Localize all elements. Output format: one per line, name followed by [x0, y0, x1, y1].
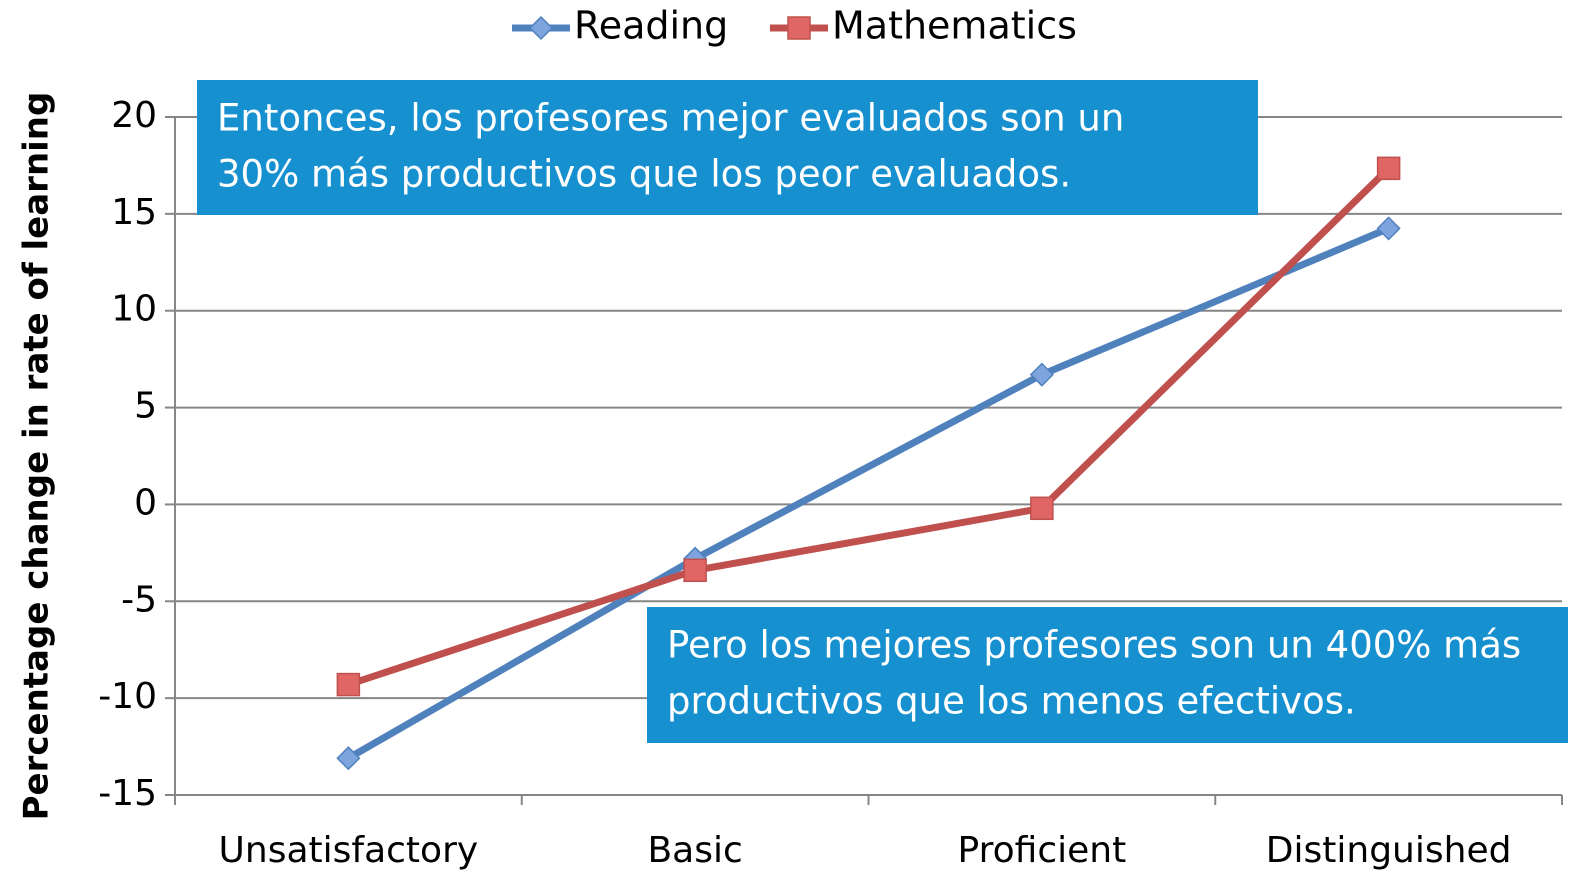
legend-label: Mathematics — [832, 4, 1077, 48]
y-tick-label: -5 — [121, 579, 157, 620]
y-axis-label: Percentage change in rate of learning — [17, 92, 57, 821]
x-tick-label: Proficient — [958, 830, 1127, 871]
annotation-box — [647, 607, 1568, 743]
point-marker — [336, 672, 361, 697]
y-tick-label: 15 — [111, 192, 157, 233]
annotation-text: Entonces, los profesores mejor evaluados… — [217, 97, 1124, 140]
y-tick-label: 0 — [134, 482, 157, 523]
point-marker — [1376, 216, 1401, 241]
y-tick-label: 10 — [111, 289, 157, 330]
y-tick-label: 20 — [111, 95, 157, 136]
y-tick-label: -15 — [98, 773, 157, 814]
point-marker — [1030, 496, 1054, 521]
legend-marker — [528, 15, 554, 41]
series-line — [347, 165, 1392, 688]
point-marker — [1376, 156, 1401, 181]
point-marker — [336, 746, 361, 771]
annotation-text: Pero los mejores profesores son un 400% … — [667, 624, 1521, 667]
legend-marker — [787, 16, 811, 40]
x-tick-label: Distinguished — [1266, 830, 1512, 871]
y-tick-label: -10 — [98, 676, 157, 717]
x-tick-label: Basic — [647, 830, 742, 871]
legend-label: Reading — [574, 4, 728, 48]
annotation-box — [197, 80, 1258, 215]
series-line — [346, 225, 1390, 762]
point-marker — [683, 558, 707, 583]
x-tick-label: Unsatisfactory — [219, 830, 479, 871]
annotation-text: 30% más productivos que los peor evaluad… — [217, 153, 1071, 196]
y-tick-label: 5 — [134, 386, 157, 427]
annotation-text: productivos que los menos efectivos. — [667, 680, 1356, 723]
point-marker — [1029, 362, 1054, 387]
